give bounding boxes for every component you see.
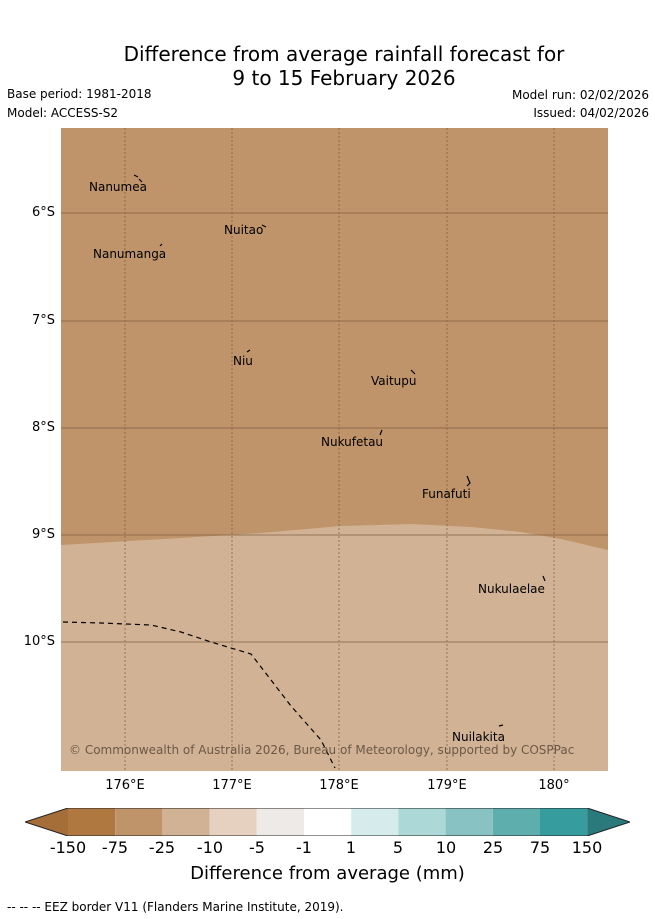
lat-label: 6°S bbox=[31, 205, 55, 220]
legend-tick: 150 bbox=[571, 838, 603, 857]
colorbar-swatch bbox=[68, 808, 116, 836]
title-line-1: Difference from average rainfall forecas… bbox=[123, 42, 565, 66]
lat-label: 9°S bbox=[31, 527, 55, 542]
lon-label: 180° bbox=[538, 778, 570, 793]
colorbar-swatch bbox=[587, 808, 630, 836]
model-name: Model: ACCESS-S2 bbox=[7, 106, 119, 120]
island-nukulaelae bbox=[542, 575, 546, 582]
colorbar-swatch bbox=[492, 808, 540, 836]
base-period: Base period: 1981-2018 bbox=[7, 87, 152, 101]
colorbar-swatch bbox=[304, 808, 352, 836]
eez-border bbox=[62, 621, 336, 769]
legend-tick: -1 bbox=[296, 838, 312, 857]
lon-label: 176°E bbox=[105, 778, 145, 793]
lon-label: 179°E bbox=[427, 778, 467, 793]
island-nanumea bbox=[133, 174, 143, 183]
lat-label: 10°S bbox=[23, 634, 55, 649]
colorbar-swatch bbox=[115, 808, 163, 836]
place-label: Nukulaelae bbox=[478, 582, 545, 596]
island-vaitupu bbox=[410, 369, 416, 375]
legend-tick: 5 bbox=[392, 838, 404, 857]
place-label: Funafuti bbox=[422, 487, 471, 501]
legend-colorbar bbox=[25, 808, 630, 836]
legend-tick: -75 bbox=[101, 838, 129, 857]
lon-label: 178°E bbox=[319, 778, 359, 793]
region-dry-moderate bbox=[61, 524, 608, 771]
map-svg bbox=[61, 128, 608, 771]
legend-tick: 10 bbox=[435, 838, 457, 857]
colorbar-swatch bbox=[540, 808, 588, 836]
title-line-2: 9 to 15 February 2026 bbox=[232, 66, 456, 90]
island-nuilakita bbox=[498, 724, 504, 727]
legend-tick: 1 bbox=[345, 838, 357, 857]
island-markers bbox=[133, 174, 546, 727]
lat-label: 7°S bbox=[31, 313, 55, 328]
colorbar-swatch bbox=[398, 808, 446, 836]
colorbar-swatch bbox=[351, 808, 399, 836]
lat-label: 8°S bbox=[31, 420, 55, 435]
island-nanumanga bbox=[159, 243, 163, 247]
copyright-notice: © Commonwealth of Australia 2026, Bureau… bbox=[69, 743, 575, 757]
legend-tick: -5 bbox=[249, 838, 265, 857]
colorbar-swatch bbox=[209, 808, 257, 836]
grid-lines bbox=[61, 128, 608, 771]
place-label: Nuitao bbox=[224, 223, 264, 237]
place-label: Nukufetau bbox=[321, 435, 384, 449]
island-nuitao bbox=[261, 224, 267, 228]
eez-footnote: -- -- -- EEZ border V11 (Flanders Marine… bbox=[7, 900, 344, 914]
legend-title: Difference from average (mm) bbox=[190, 863, 465, 884]
island-niu bbox=[246, 349, 251, 353]
legend-tick: 25 bbox=[482, 838, 504, 857]
model-run: Model run: 02/02/2026 bbox=[511, 88, 649, 102]
legend-tick: -10 bbox=[196, 838, 224, 857]
lon-label: 177°E bbox=[212, 778, 252, 793]
island-funafuti bbox=[466, 475, 471, 487]
legend-tick: 75 bbox=[529, 838, 551, 857]
place-label: Nanumea bbox=[89, 180, 147, 194]
place-label: Vaitupu bbox=[371, 374, 417, 388]
colorbar-swatch bbox=[25, 808, 68, 836]
place-label: Nuilakita bbox=[452, 730, 505, 744]
issued-date: Issued: 04/02/2026 bbox=[533, 106, 649, 120]
place-label: Niu bbox=[233, 354, 253, 368]
legend-tick: -150 bbox=[49, 838, 87, 857]
island-nukufetau bbox=[379, 429, 383, 436]
colorbar-swatch bbox=[256, 808, 304, 836]
place-label: Nanumanga bbox=[93, 247, 167, 261]
colorbar-swatch bbox=[162, 808, 210, 836]
legend-tick: -25 bbox=[148, 838, 176, 857]
colorbar-swatch bbox=[445, 808, 493, 836]
map-panel bbox=[61, 128, 608, 771]
